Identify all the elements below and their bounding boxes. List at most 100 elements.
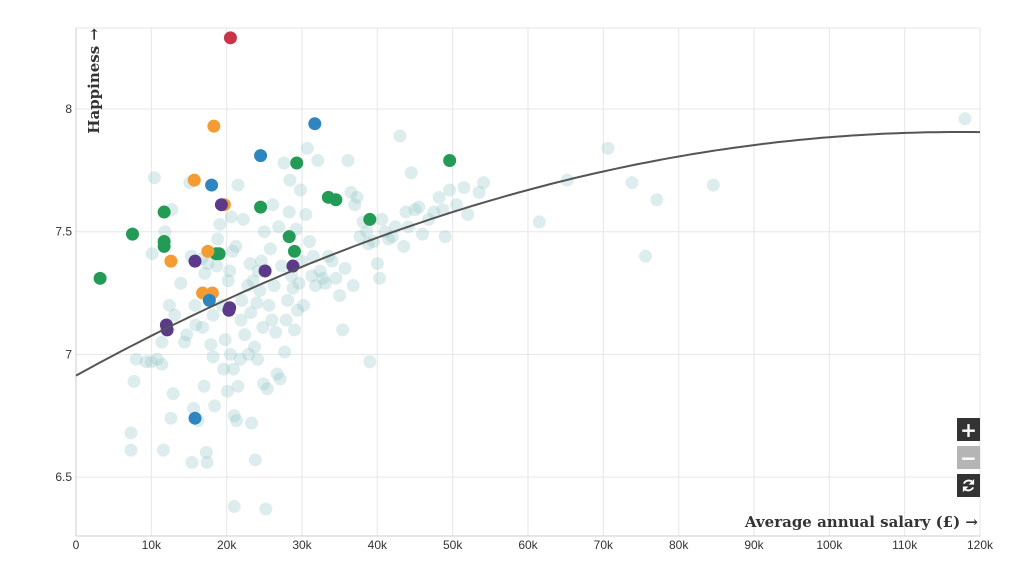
y-tick-label: 8 bbox=[65, 102, 72, 116]
data-point-background bbox=[438, 230, 452, 244]
data-point-background bbox=[283, 173, 297, 187]
data-point-background bbox=[244, 306, 258, 320]
data-point-background bbox=[177, 335, 191, 349]
data-point-background bbox=[393, 129, 407, 143]
data-point-background bbox=[373, 271, 387, 285]
data-point-background bbox=[625, 176, 639, 190]
data-point-orange bbox=[207, 119, 221, 133]
data-point-background bbox=[155, 335, 169, 349]
data-point-background bbox=[127, 374, 141, 388]
data-point-background bbox=[234, 313, 248, 327]
data-point-background bbox=[336, 323, 350, 337]
data-point-background bbox=[282, 205, 296, 219]
data-point-background bbox=[958, 112, 972, 126]
data-point-background bbox=[213, 217, 227, 231]
data-point-background bbox=[269, 325, 283, 339]
x-tick-label: 0 bbox=[73, 538, 80, 552]
data-point-green bbox=[254, 200, 268, 214]
data-point-background bbox=[281, 293, 295, 307]
data-point-background bbox=[449, 198, 463, 212]
data-point-background bbox=[226, 244, 240, 258]
data-point-background bbox=[443, 183, 457, 197]
data-point-background bbox=[254, 254, 268, 268]
x-tick-label: 20k bbox=[217, 538, 237, 552]
data-point-background bbox=[273, 372, 287, 386]
data-point-background bbox=[220, 384, 234, 398]
data-point-background bbox=[427, 205, 441, 219]
data-point-blue bbox=[205, 178, 219, 192]
grid bbox=[75, 27, 981, 536]
data-point-background bbox=[256, 320, 270, 334]
data-point-background bbox=[408, 203, 422, 217]
x-tick-label: 80k bbox=[669, 538, 689, 552]
data-point-blue bbox=[308, 117, 322, 131]
data-point-background bbox=[139, 355, 153, 369]
data-point-background bbox=[275, 259, 289, 273]
x-tick-label: 110k bbox=[892, 538, 918, 552]
data-point-background bbox=[208, 399, 222, 413]
data-point-background bbox=[313, 264, 327, 278]
data-point-background bbox=[457, 181, 471, 195]
data-point-background bbox=[227, 500, 241, 514]
data-point-background bbox=[224, 210, 238, 224]
trend-line bbox=[75, 131, 981, 377]
x-tick-label: 70k bbox=[594, 538, 614, 552]
data-point-blue bbox=[254, 149, 268, 163]
data-point-background bbox=[180, 328, 194, 342]
data-point-background bbox=[259, 502, 273, 516]
data-point-background bbox=[333, 288, 347, 302]
data-point-background bbox=[231, 178, 245, 192]
reset-zoom-button[interactable] bbox=[957, 474, 980, 497]
zoom-in-button[interactable]: + bbox=[957, 418, 980, 441]
data-point-background bbox=[404, 166, 418, 180]
data-point-background bbox=[350, 190, 364, 204]
data-point-green bbox=[363, 212, 377, 226]
data-point-orange bbox=[187, 173, 201, 187]
data-point-background bbox=[290, 303, 304, 317]
x-tick-label: 50k bbox=[443, 538, 463, 552]
data-point-background bbox=[267, 279, 281, 293]
data-point-background bbox=[199, 446, 213, 460]
data-point-background bbox=[278, 345, 292, 359]
y-tick-label: 7 bbox=[65, 347, 72, 361]
x-axis-title: Average annual salary (£) → bbox=[744, 513, 979, 531]
minus-icon: − bbox=[960, 445, 977, 470]
data-point-background bbox=[188, 298, 202, 312]
data-point-green bbox=[93, 271, 107, 285]
data-point-purple bbox=[188, 254, 202, 268]
data-point-green bbox=[290, 156, 304, 170]
data-point-green bbox=[126, 227, 139, 241]
data-point-background bbox=[305, 269, 319, 283]
data-point-background bbox=[348, 198, 362, 212]
data-point-green bbox=[287, 244, 301, 258]
data-point-background bbox=[158, 225, 172, 239]
data-point-background bbox=[329, 271, 343, 285]
y-tick-label: 7.5 bbox=[55, 225, 72, 239]
data-point-background bbox=[292, 276, 306, 290]
data-point-background bbox=[236, 212, 250, 226]
data-point-red bbox=[223, 31, 237, 45]
data-point-background bbox=[147, 171, 161, 185]
data-point-background bbox=[287, 323, 301, 337]
x-tick-label: 90k bbox=[744, 538, 764, 552]
data-point-background bbox=[211, 232, 225, 246]
data-point-orange bbox=[201, 244, 215, 258]
data-point-background bbox=[461, 208, 475, 222]
data-point-background bbox=[233, 352, 247, 366]
data-point-background bbox=[375, 212, 389, 226]
zoom-out-button[interactable]: − bbox=[957, 446, 980, 469]
data-point-background bbox=[477, 176, 491, 190]
data-point-background bbox=[189, 318, 203, 332]
data-point-background bbox=[346, 279, 360, 293]
data-point-background bbox=[168, 308, 182, 322]
data-point-background bbox=[299, 208, 313, 222]
data-point-background bbox=[303, 235, 317, 249]
data-point-background bbox=[210, 259, 224, 273]
data-point-background bbox=[229, 414, 243, 428]
data-point-orange bbox=[164, 254, 178, 268]
data-point-background bbox=[272, 220, 286, 234]
data-point-background bbox=[229, 239, 243, 253]
data-point-background bbox=[260, 382, 274, 396]
data-point-background bbox=[129, 352, 143, 366]
